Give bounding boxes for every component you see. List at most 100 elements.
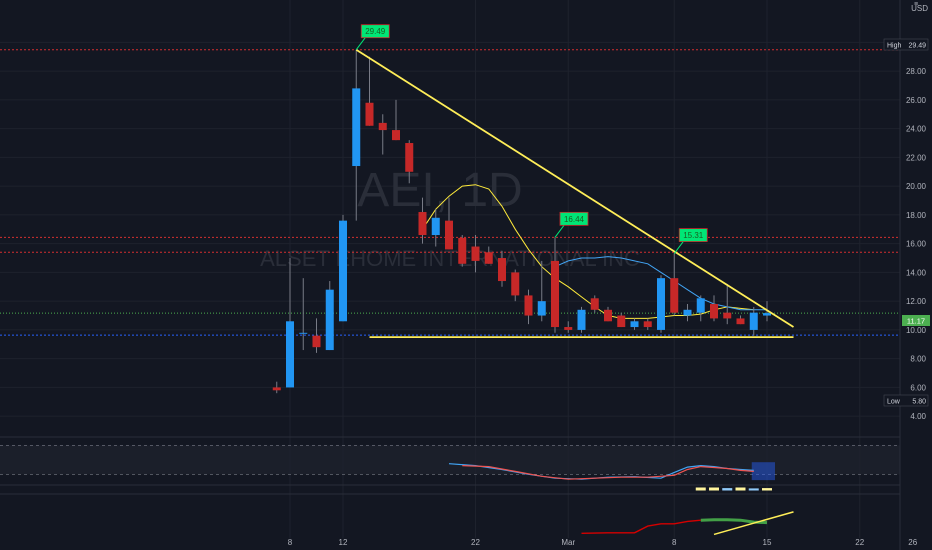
time-tick-label: 8	[288, 538, 293, 547]
candle-body	[325, 289, 334, 351]
candle-body	[405, 143, 414, 172]
time-tick-label: 22	[471, 538, 480, 547]
candle-body	[511, 272, 520, 296]
peak-labels: 29.49 16.44 15.31	[355, 24, 708, 254]
candle-body	[458, 237, 467, 264]
price-tick-label: 4.00	[910, 412, 926, 421]
candles	[272, 49, 771, 394]
low-price-label-text: Low	[887, 399, 901, 406]
histogram-bar	[722, 488, 733, 491]
candle-body	[524, 295, 533, 316]
candle-body	[710, 304, 718, 319]
price-tick-label: 26.00	[906, 96, 927, 105]
price-tick-label: 6.00	[910, 383, 926, 392]
candle-body	[657, 278, 665, 330]
low-price-label-value: 5.80	[912, 399, 926, 406]
candle-body	[498, 258, 506, 282]
currency-label: USD	[911, 4, 928, 13]
price-tick-label: 8.00	[910, 355, 926, 364]
histogram-bar	[762, 488, 772, 491]
price-tick-label: 24.00	[906, 125, 927, 134]
peak-label-box	[559, 211, 589, 226]
moving-average-line-2	[554, 256, 767, 311]
low-price-label: Low 5.80	[883, 394, 929, 407]
time-tick-label: 22	[855, 538, 864, 547]
candle-body	[723, 312, 732, 319]
time-axis[interactable]: 81222Mar8152226Apr12	[288, 538, 932, 547]
price-tick-label: 20.00	[906, 182, 927, 191]
peak-label-value: 29.49	[365, 27, 386, 36]
candle-body	[643, 321, 652, 328]
high-price-label: High 29.49	[883, 38, 929, 51]
last-price-label-box	[902, 315, 930, 326]
peak-label-box	[678, 228, 708, 242]
histogram-bar	[735, 487, 746, 491]
last-price-label: 11.17	[902, 315, 930, 326]
candle-body	[670, 278, 679, 313]
candle-body	[630, 321, 639, 328]
time-tick-label: 8	[672, 538, 677, 547]
time-tick-label: 26	[908, 538, 917, 547]
trendlines[interactable]	[355, 48, 794, 339]
menu-icon[interactable]: ≡	[914, 1, 918, 8]
candle-body	[378, 122, 387, 131]
candle-body	[299, 332, 308, 334]
high-price-label-box	[883, 38, 929, 51]
candle-body	[590, 298, 599, 310]
low-price-label-box	[883, 394, 929, 407]
watermark-symbol: AEI, 1D	[357, 164, 522, 217]
price-axis[interactable]: 30.0028.0026.0024.0022.0020.0018.0016.00…	[883, 0, 932, 550]
peak-label-leader	[355, 37, 366, 51]
price-tick-label: 22.00	[906, 153, 927, 162]
candle-body	[418, 212, 427, 236]
oscillator-band	[0, 445, 900, 475]
candle-body	[683, 309, 692, 316]
oscillator-highlight	[751, 462, 775, 481]
candle-body	[392, 130, 400, 141]
momentum-line	[581, 519, 701, 534]
candle-body	[352, 88, 361, 167]
candle-body	[484, 252, 493, 264]
moving-averages	[422, 184, 767, 319]
candle-body	[286, 321, 294, 388]
time-tick-label: Mar	[561, 538, 575, 547]
histogram-bar	[748, 488, 759, 491]
candle-body	[272, 387, 281, 391]
candle-body	[604, 309, 612, 322]
candle-body	[617, 315, 626, 328]
price-tick-label: 12.00	[906, 297, 927, 306]
oscillator-signal-line	[462, 465, 754, 480]
histogram-bar	[695, 487, 706, 491]
peak-label-leader	[673, 241, 684, 254]
moving-average-line	[422, 184, 754, 319]
candle-body	[749, 312, 758, 330]
time-tick-label: 12	[339, 538, 348, 547]
candle-body	[339, 220, 347, 322]
candle-body	[312, 335, 321, 348]
peak-label-value: 15.31	[683, 231, 704, 240]
candle-body	[537, 301, 546, 316]
price-axis-background	[900, 0, 932, 550]
time-tick-label: 15	[763, 538, 772, 547]
candle-body	[763, 313, 771, 316]
price-tick-label: 10.00	[906, 326, 927, 335]
high-price-label-value: 29.49	[908, 43, 926, 50]
peak-label-box	[360, 24, 390, 39]
candle-body	[445, 220, 453, 250]
candle-body	[577, 309, 586, 330]
watermark-name: ALSET EHOME INTERNATIONAL INC	[260, 246, 640, 271]
candle-body	[564, 327, 573, 330]
histogram-bar	[709, 487, 719, 491]
last-price-label-text: 11.17	[907, 317, 925, 326]
candle-body	[471, 246, 480, 261]
peak-label-value: 16.44	[564, 215, 585, 224]
candle-body	[551, 260, 559, 328]
momentum-trendline	[713, 511, 794, 536]
price-tick-label: 18.00	[906, 211, 927, 220]
candle-body	[736, 318, 745, 325]
price-tick-label: 16.00	[906, 240, 927, 249]
price-tick-label: 14.00	[906, 268, 927, 277]
peak-label-leader	[554, 225, 565, 238]
